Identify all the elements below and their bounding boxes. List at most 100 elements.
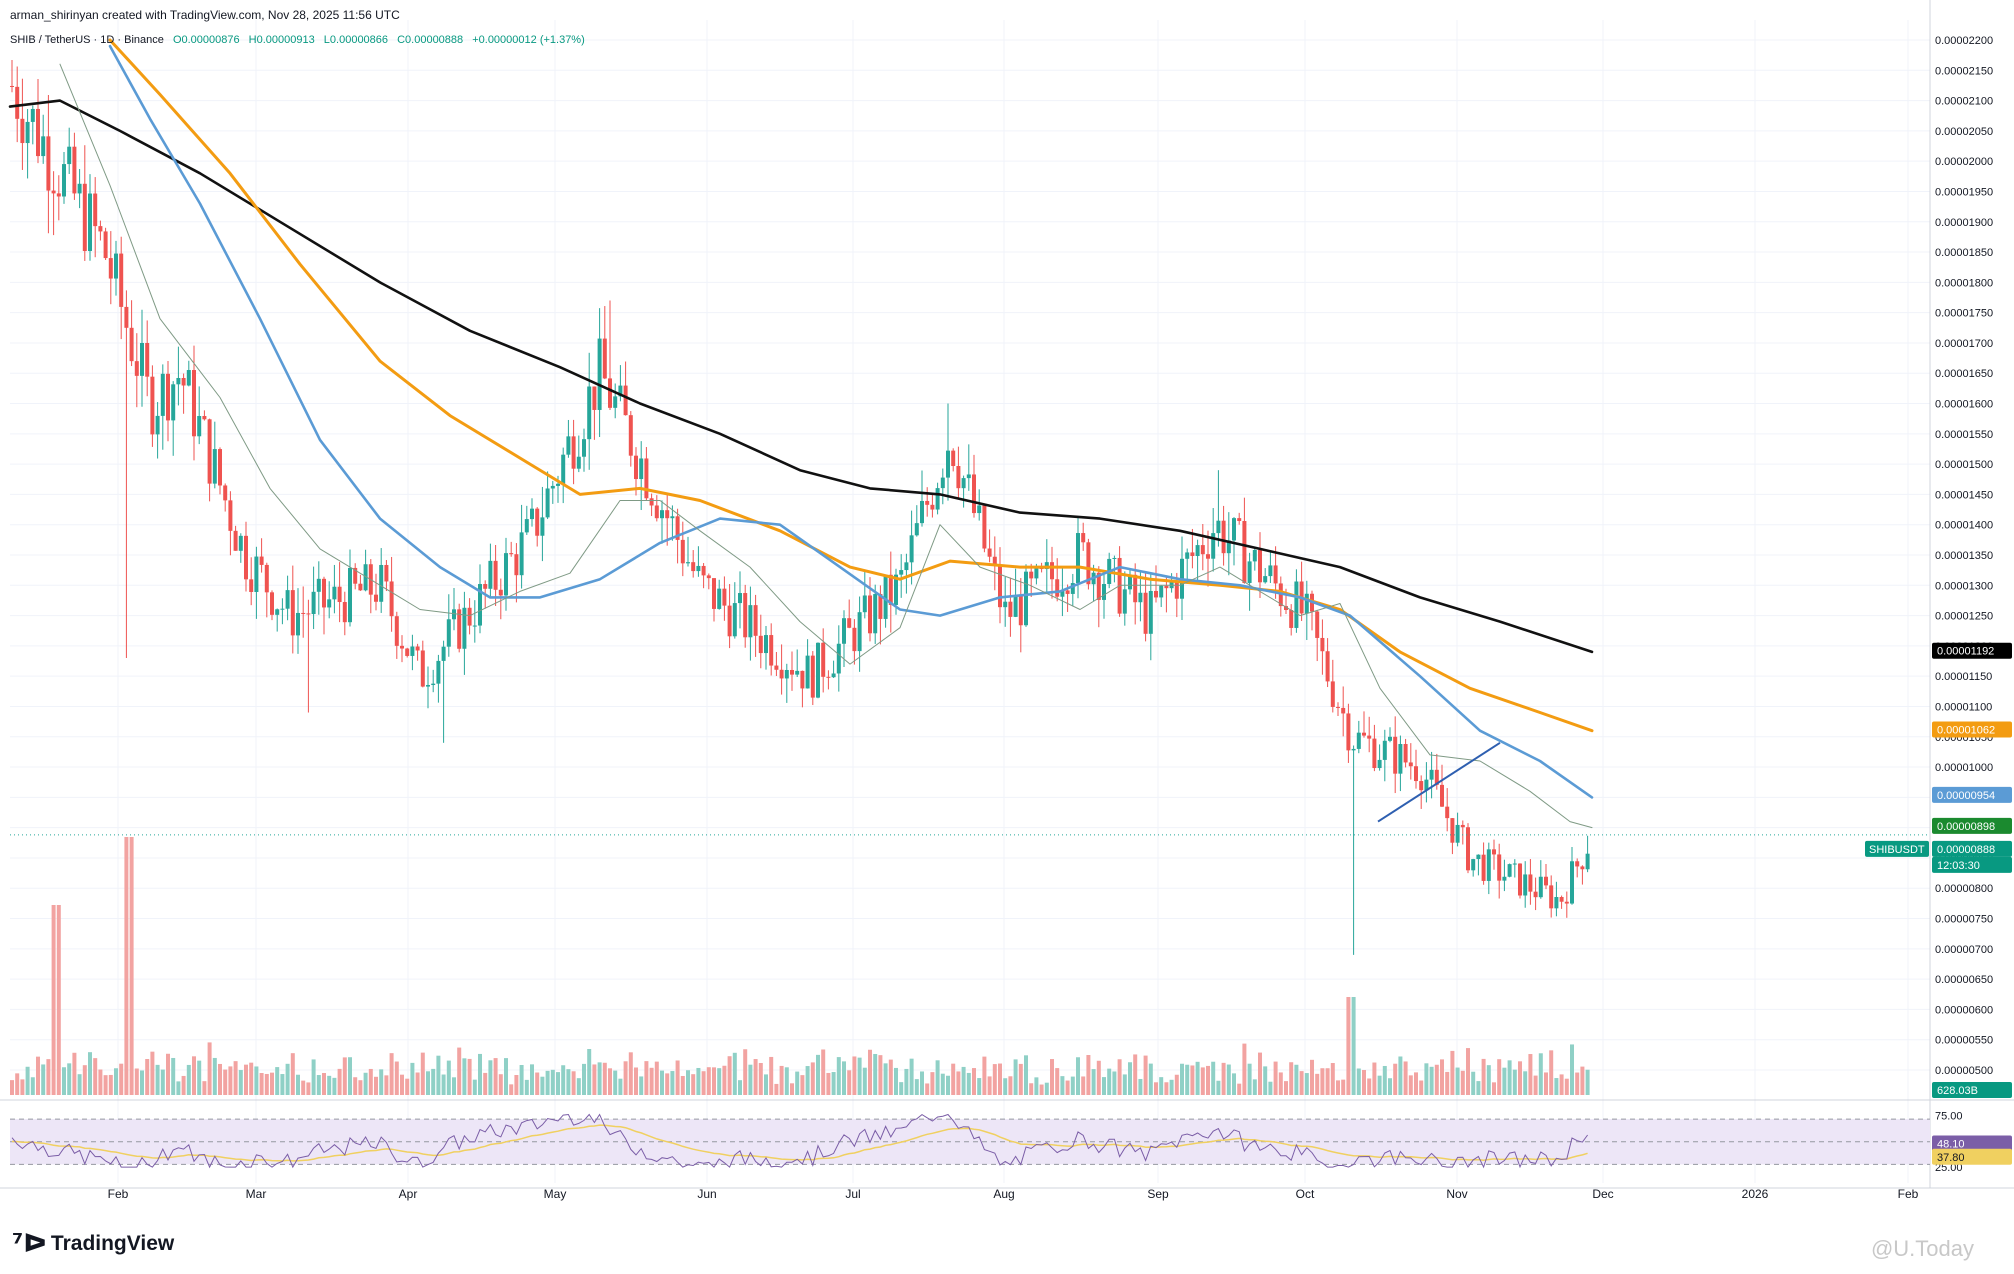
candle-body[interactable]: [1460, 824, 1465, 828]
candle-body[interactable]: [644, 458, 649, 499]
candle-body[interactable]: [852, 627, 857, 652]
candle-body[interactable]: [327, 599, 332, 608]
candle-body[interactable]: [160, 373, 165, 416]
candle-body[interactable]: [1081, 533, 1086, 543]
candle-body[interactable]: [504, 553, 508, 596]
candle-body[interactable]: [1502, 876, 1507, 881]
candle-body[interactable]: [1507, 864, 1512, 877]
candle-body[interactable]: [155, 415, 160, 435]
candle-body[interactable]: [514, 554, 519, 576]
candle-body[interactable]: [1003, 601, 1008, 608]
candle-body[interactable]: [1159, 585, 1164, 598]
candle-body[interactable]: [218, 449, 222, 486]
candle-body[interactable]: [899, 570, 904, 575]
candle-body[interactable]: [524, 519, 529, 533]
candle-body[interactable]: [1206, 554, 1210, 559]
candle-body[interactable]: [72, 146, 77, 194]
candle-body[interactable]: [1330, 681, 1335, 707]
candle-body[interactable]: [977, 505, 982, 514]
candle-body[interactable]: [1013, 595, 1018, 617]
candle-body[interactable]: [98, 226, 103, 232]
candle-body[interactable]: [842, 618, 846, 644]
candle-body[interactable]: [181, 377, 186, 386]
candle-body[interactable]: [405, 648, 410, 656]
candle-body[interactable]: [904, 562, 909, 571]
candle-body[interactable]: [1450, 818, 1455, 843]
candle-body[interactable]: [665, 510, 670, 519]
candle-body[interactable]: [623, 385, 628, 416]
candle-body[interactable]: [51, 190, 56, 194]
candle-body[interactable]: [254, 556, 259, 593]
candle-body[interactable]: [1320, 637, 1325, 652]
candle-body[interactable]: [706, 575, 711, 579]
candle-body[interactable]: [1554, 897, 1559, 909]
candle-body[interactable]: [400, 645, 404, 649]
candle-body[interactable]: [1497, 854, 1502, 881]
candle-body[interactable]: [129, 327, 134, 362]
candle-body[interactable]: [1242, 520, 1247, 583]
candle-body[interactable]: [909, 535, 914, 563]
candle-body[interactable]: [888, 574, 893, 605]
candle-body[interactable]: [301, 612, 306, 614]
candle-body[interactable]: [270, 592, 274, 615]
candle-body[interactable]: [353, 567, 358, 584]
tradingview-logo[interactable]: ⁷ᐅ TradingView: [12, 1231, 174, 1257]
candle-body[interactable]: [972, 474, 976, 514]
candle-body[interactable]: [1200, 545, 1205, 555]
candle-body[interactable]: [795, 670, 800, 675]
candle-body[interactable]: [446, 619, 451, 647]
candle-body[interactable]: [873, 594, 878, 634]
candle-body[interactable]: [654, 505, 659, 519]
candle-body[interactable]: [1154, 590, 1158, 598]
candle-body[interactable]: [426, 685, 430, 687]
candle-body[interactable]: [566, 436, 571, 455]
candle-body[interactable]: [20, 118, 25, 144]
candle-body[interactable]: [576, 456, 581, 469]
candle-body[interactable]: [1263, 576, 1268, 583]
candle-body[interactable]: [535, 508, 540, 536]
candle-body[interactable]: [628, 415, 633, 456]
candle-body[interactable]: [1445, 806, 1450, 819]
candle-body[interactable]: [108, 258, 113, 279]
candle-body[interactable]: [332, 586, 337, 600]
candle-body[interactable]: [1341, 707, 1346, 714]
candle-body[interactable]: [1148, 590, 1153, 634]
candle-body[interactable]: [946, 450, 950, 478]
candle-body[interactable]: [1195, 545, 1200, 557]
candle-body[interactable]: [1273, 565, 1278, 584]
candle-body[interactable]: [821, 642, 826, 677]
candle-body[interactable]: [1289, 610, 1294, 628]
candle-body[interactable]: [431, 683, 436, 686]
candle-body[interactable]: [712, 578, 716, 609]
candle-body[interactable]: [1174, 581, 1179, 599]
candle-body[interactable]: [124, 306, 129, 328]
candle-body[interactable]: [982, 505, 987, 549]
candle-body[interactable]: [493, 560, 498, 590]
candle-body[interactable]: [1221, 520, 1226, 554]
candle-body[interactable]: [244, 535, 248, 580]
trendline[interactable]: [1377, 741, 1501, 823]
candle-body[interactable]: [914, 523, 919, 536]
candle-body[interactable]: [732, 603, 737, 637]
candle-body[interactable]: [259, 556, 264, 565]
ma200-value-tag[interactable]: 0.00001192: [1937, 646, 1994, 658]
candle-body[interactable]: [582, 439, 586, 457]
ma50-value-tag[interactable]: 0.00000954: [1937, 790, 1995, 802]
candle-body[interactable]: [166, 373, 170, 421]
symbol-tag[interactable]: SHIBUSDT: [1869, 844, 1925, 856]
candle-body[interactable]: [774, 665, 779, 670]
candle-body[interactable]: [171, 384, 176, 421]
candle-body[interactable]: [1434, 769, 1439, 785]
candle-body[interactable]: [394, 616, 399, 646]
candle-body[interactable]: [1362, 732, 1366, 736]
candle-body[interactable]: [410, 646, 415, 656]
candle-body[interactable]: [1429, 769, 1434, 780]
candle-body[interactable]: [1096, 572, 1101, 600]
candle-body[interactable]: [545, 488, 550, 518]
candle-body[interactable]: [675, 516, 680, 540]
candle-body[interactable]: [207, 419, 212, 484]
candle-body[interactable]: [1050, 562, 1054, 580]
candle-body[interactable]: [1538, 876, 1543, 898]
last-price-tag[interactable]: 0.00000888: [1937, 844, 1995, 856]
candle-body[interactable]: [758, 635, 763, 654]
